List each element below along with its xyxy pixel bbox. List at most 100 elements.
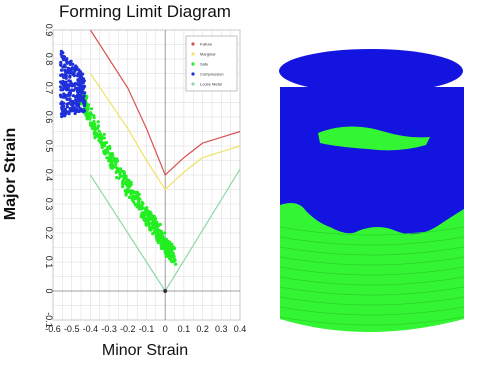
safe-point [144, 221, 148, 225]
safe-point [118, 170, 122, 174]
safe-point [161, 246, 165, 250]
legend-marker [191, 72, 195, 76]
legend-marker [191, 42, 195, 46]
safe-point [121, 185, 125, 189]
safe-point [170, 245, 174, 249]
safe-point [122, 170, 126, 174]
x-axis-label: Minor Strain [101, 342, 189, 359]
safe-point [166, 253, 170, 257]
formed-cup-photo [258, 27, 474, 345]
legend: Failure Marginal Safe Compression Loose Meta… [185, 35, 238, 92]
compression-point [81, 101, 86, 105]
origin-point [163, 289, 168, 293]
safe-point [174, 262, 178, 266]
safe-point [148, 212, 152, 216]
safe-point [173, 258, 177, 262]
compression-point [60, 100, 64, 104]
safe-point [129, 180, 133, 184]
compression-point [59, 63, 63, 67]
safe-point [100, 137, 104, 141]
compression-point [67, 93, 71, 97]
compression-point [71, 71, 75, 75]
safe-point [130, 198, 134, 202]
chart-title: Forming Limit Diagram [59, 2, 231, 21]
safe-point [127, 181, 131, 185]
compression-point [76, 79, 80, 83]
safe-point [139, 205, 143, 209]
compression-point [70, 66, 74, 70]
legend-marker [191, 52, 195, 56]
safe-point [98, 135, 102, 139]
compression-point [74, 66, 78, 70]
cup-ring-line [279, 246, 465, 256]
compression-point [61, 75, 66, 79]
compression-point [65, 102, 69, 106]
cup-ring-line [279, 256, 465, 266]
compression-point [78, 70, 82, 74]
compression-point [59, 95, 63, 99]
compression-point [82, 94, 86, 98]
compression-point [73, 81, 77, 86]
compression-point [59, 52, 63, 56]
compression-point [76, 82, 80, 87]
marginal-curve [89, 73, 241, 191]
legend-label: Marginal [200, 52, 215, 57]
y-tick-label: 0.1 [44, 256, 54, 269]
forming-limit-chart: -0.6 -0.5 -0.4 -0.3 -0.2 -0.1 0 0.1 0.2 0.3 0.4-0.… [44, 24, 246, 334]
safe-point [92, 114, 96, 118]
safe-point [89, 122, 93, 126]
cup-ring-line [279, 306, 465, 316]
safe-point [102, 151, 106, 155]
compression-point [64, 93, 68, 97]
compression-point [65, 60, 69, 64]
compression-point [68, 67, 72, 71]
compression-point [60, 55, 64, 59]
safe-point [127, 195, 132, 199]
compression-point [81, 72, 85, 76]
safe-point [117, 167, 121, 171]
safe-point [153, 217, 157, 221]
compression-point [66, 87, 70, 91]
safe-point [144, 209, 148, 213]
x-tick-label: -0.5 [64, 324, 80, 334]
safe-point [158, 236, 162, 240]
compression-point [62, 83, 66, 87]
safe-point [160, 233, 164, 237]
cup-rim-safe-patch [318, 126, 430, 151]
safe-point [155, 225, 159, 229]
safe-point [118, 173, 122, 177]
legend-label: Safe [200, 62, 209, 67]
x-tick-label: -0.3 [101, 324, 117, 334]
y-tick-label: 0.6 [44, 111, 54, 124]
compression-point [59, 60, 63, 64]
compression-point [60, 114, 64, 119]
legend-label: Compression [200, 72, 224, 77]
safe-point [86, 104, 90, 108]
safe-point [169, 255, 173, 259]
y-tick-label: 0.9 [44, 24, 54, 37]
x-tick-label: -0.6 [45, 324, 61, 334]
safe-point [154, 222, 158, 226]
compression-point [82, 84, 87, 88]
safe-point [121, 180, 125, 184]
compression-point [69, 81, 73, 85]
legend-marker [191, 62, 195, 66]
compression-point [64, 76, 68, 80]
x-tick-label: -0.1 [139, 324, 155, 334]
safe-point [87, 113, 91, 117]
x-tick-label: 0 [163, 324, 168, 334]
compression-point [73, 68, 77, 72]
safe-point [159, 243, 163, 247]
compression-point [59, 85, 63, 89]
safe-point [95, 126, 100, 130]
compression-point [59, 49, 64, 53]
safe-point [113, 164, 117, 168]
y-tick-label: 0.2 [44, 227, 54, 240]
compression-point [83, 91, 87, 95]
safe-point [133, 203, 137, 207]
compression-point [63, 63, 67, 67]
y-tick-label: 0.3 [44, 198, 54, 211]
safe-point [163, 246, 167, 250]
safe-point [170, 260, 174, 264]
compression-point [71, 62, 75, 66]
